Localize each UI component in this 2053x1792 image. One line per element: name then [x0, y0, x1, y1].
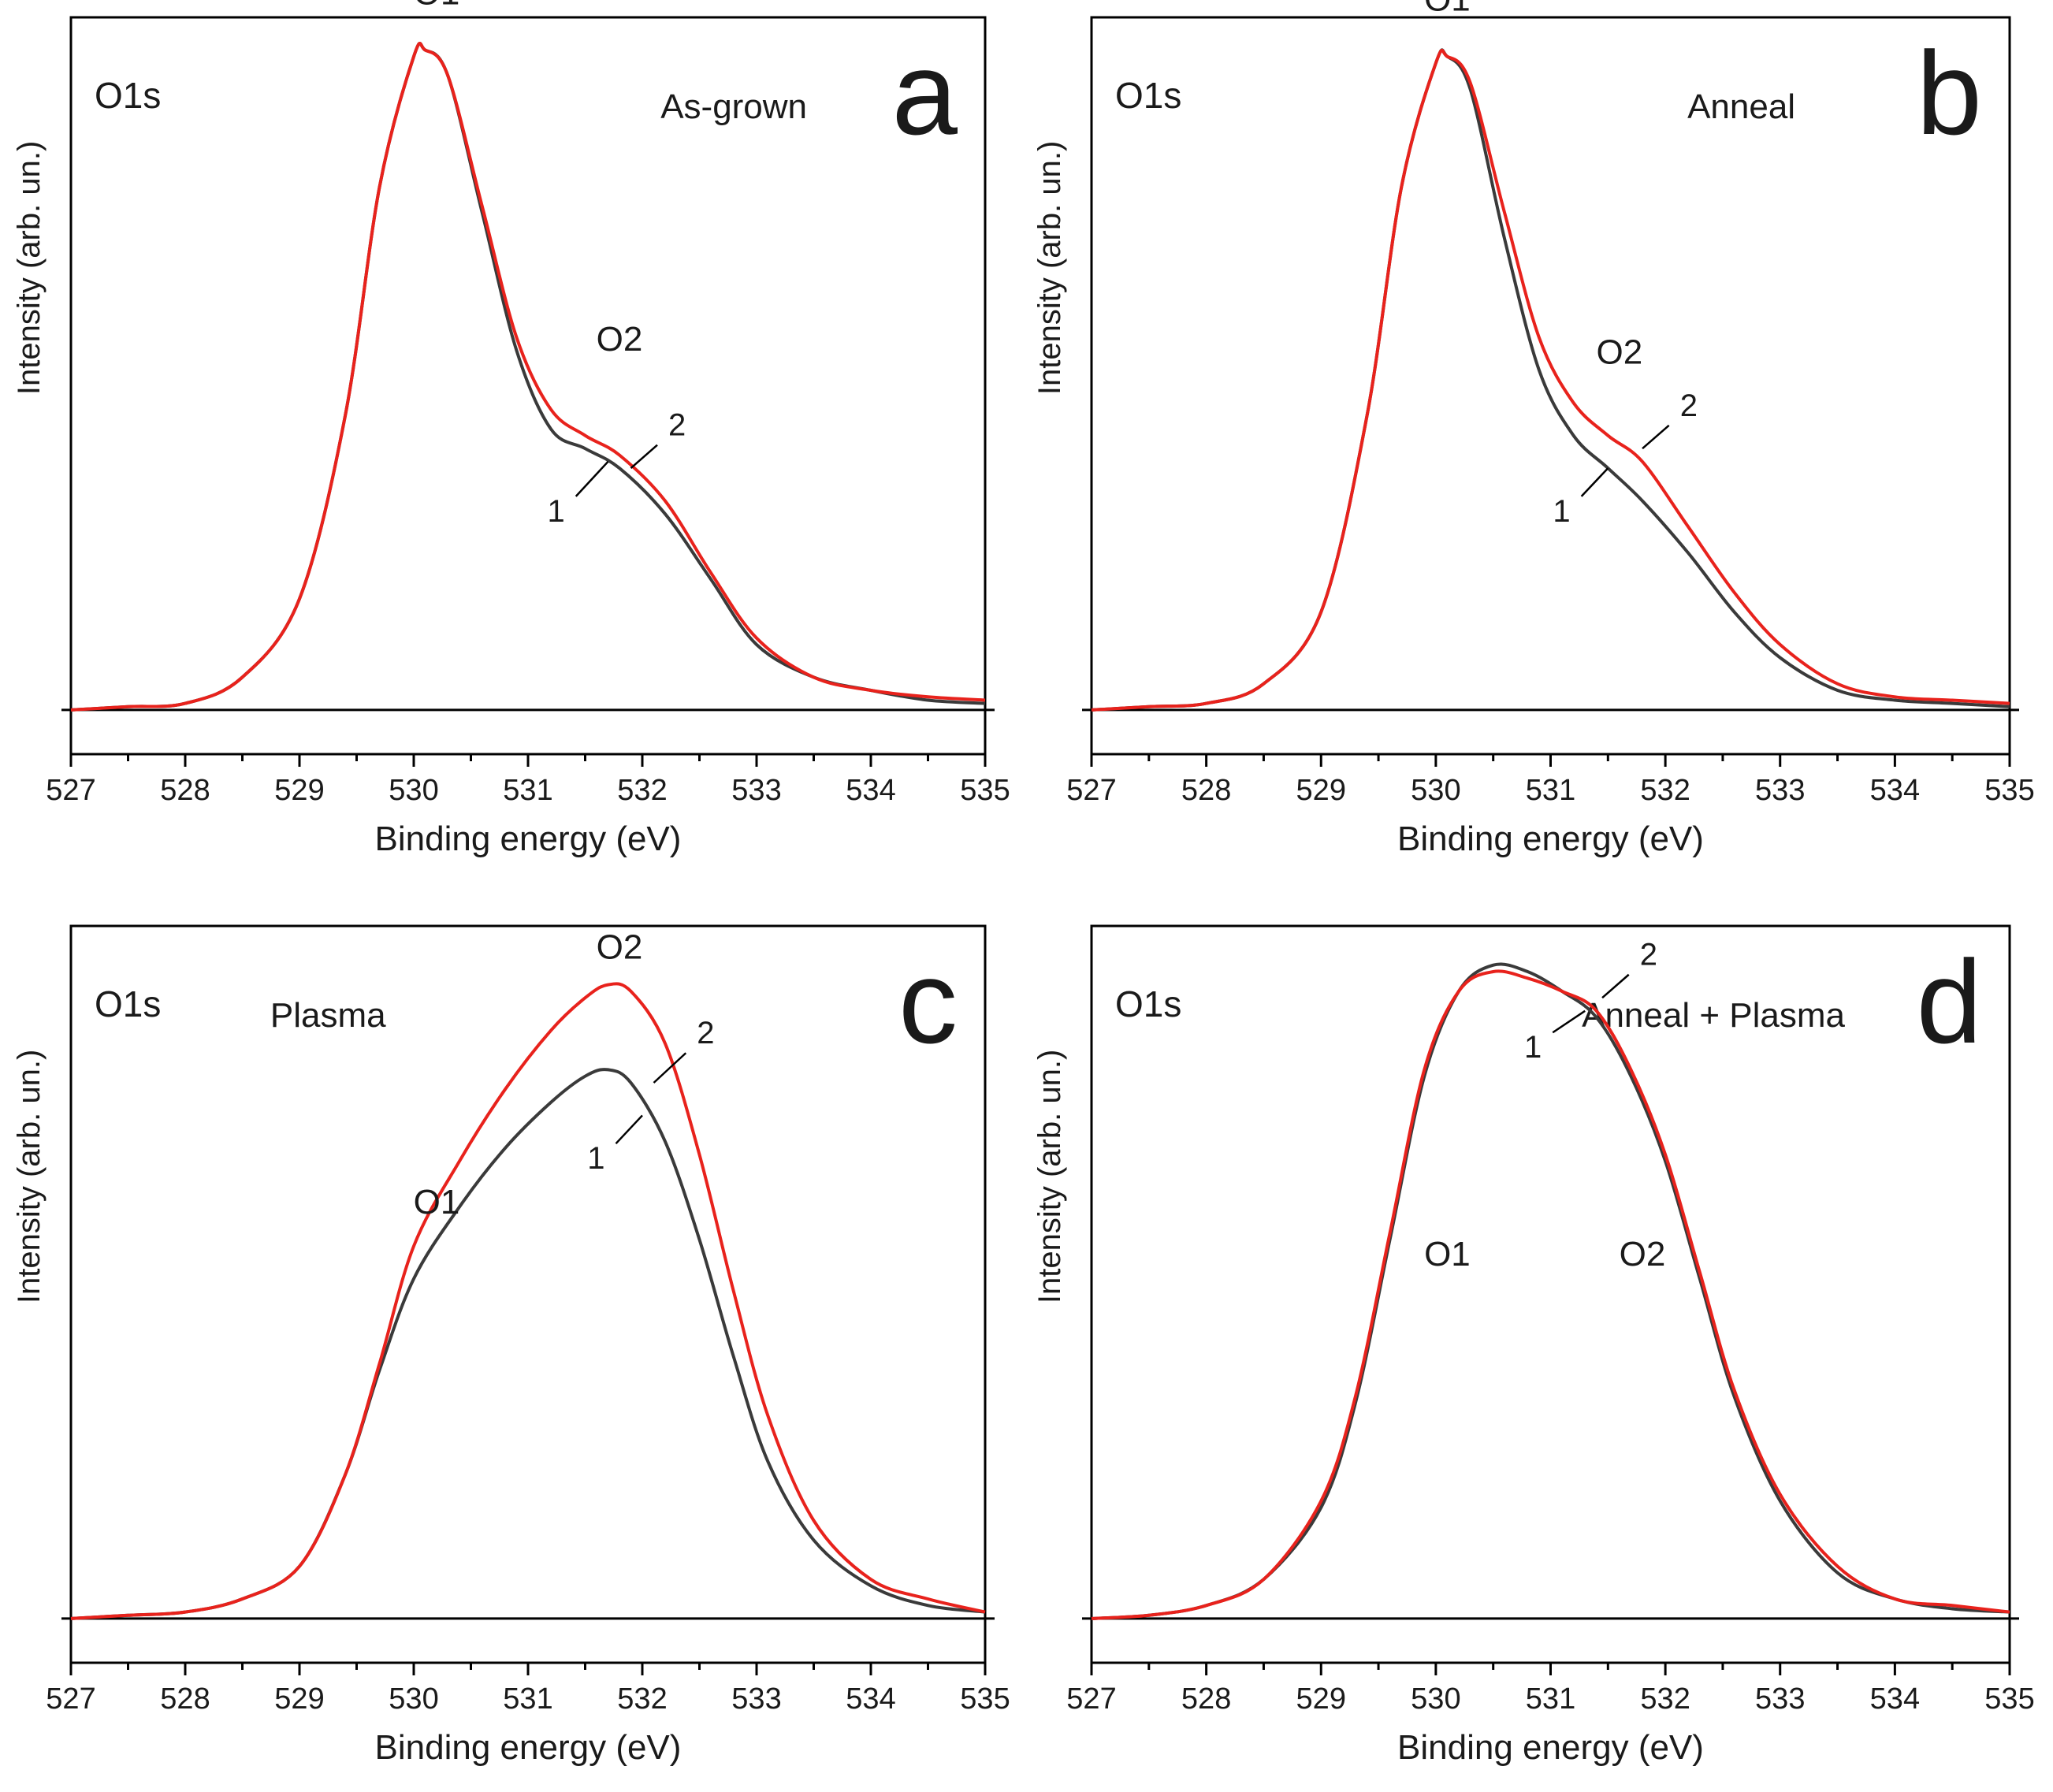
curve-1-label: 1 — [587, 1141, 604, 1176]
x-tick-label: 533 — [1755, 774, 1805, 807]
peak-label-o1: O1 — [1424, 0, 1471, 19]
x-tick-label: 534 — [846, 1682, 895, 1716]
curve-2-leader — [630, 444, 658, 470]
x-tick-label: 529 — [274, 774, 324, 807]
x-axis-label: Binding energy (eV) — [375, 820, 682, 858]
series-1-line — [1091, 962, 2010, 1620]
x-axis-label: Binding energy (eV) — [1397, 820, 1704, 858]
series-1-line — [70, 1068, 986, 1620]
peak-label-o1: O1 — [1424, 1235, 1471, 1273]
x-tick-label: 531 — [1526, 1682, 1575, 1716]
panel-d: 527 528 529 530 531 532 533 534 535 Binding energ… — [1032, 924, 2035, 1767]
series-2-line — [70, 42, 986, 712]
x-tick-label: 528 — [1181, 774, 1231, 807]
x-tick-label: 530 — [1411, 1682, 1460, 1716]
panel-letter: b — [1917, 27, 1982, 159]
y-axis-label: Intensity (arb. un.) — [12, 1050, 46, 1303]
core-level-label: O1s — [95, 75, 161, 116]
x-tick-label: 533 — [731, 1682, 781, 1716]
curve-1-leader — [1580, 467, 1609, 497]
plot-frame — [69, 924, 987, 1664]
core-level-label: O1s — [1115, 983, 1181, 1024]
series-1-line — [1091, 48, 2010, 712]
x-tick-label: 527 — [1066, 1682, 1116, 1716]
curve-1-label: 1 — [548, 494, 565, 529]
condition-label: Anneal + Plasma — [1582, 996, 1845, 1035]
series-2-line — [1091, 969, 2010, 1620]
x-tick-label: 527 — [1066, 774, 1116, 807]
peak-label-o1: O1 — [414, 1183, 460, 1221]
peak-label-o1: O1 — [414, 0, 460, 12]
x-tick-label: 531 — [503, 1682, 552, 1716]
series-2-line — [70, 982, 986, 1620]
curve-1-leader — [1552, 1009, 1586, 1034]
curve-2-label: 2 — [668, 408, 686, 443]
panel-letter: d — [1917, 935, 1982, 1068]
plot-frame — [1090, 924, 2011, 1664]
x-tick-label: 530 — [389, 774, 438, 807]
x-tick-label: 532 — [617, 1682, 667, 1716]
curve-2-leader — [1642, 424, 1670, 450]
x-tick-label: 529 — [1296, 774, 1346, 807]
x-tick-label: 535 — [960, 1682, 1010, 1716]
curve-1-leader — [575, 460, 609, 497]
x-tick-label: 534 — [846, 774, 895, 807]
core-level-label: O1s — [1115, 75, 1181, 116]
x-tick-label: 532 — [1640, 774, 1690, 807]
x-tick-label: 534 — [1870, 774, 1920, 807]
peak-label-o2: O2 — [597, 928, 643, 966]
peak-label-o2: O2 — [1620, 1235, 1666, 1273]
plot-frame — [1090, 16, 2011, 756]
y-axis-label: Intensity (arb. un.) — [1032, 141, 1067, 395]
curve-1-leader — [615, 1114, 643, 1145]
condition-label: Anneal — [1687, 87, 1795, 126]
peak-label-o2: O2 — [1597, 333, 1643, 371]
x-tick-label: 535 — [960, 774, 1010, 807]
x-tick-label: 528 — [160, 1682, 210, 1716]
curve-2-label: 2 — [697, 1016, 714, 1050]
curve-2-label: 2 — [1680, 389, 1698, 423]
panel-c: 527 528 529 530 531 532 533 534 535 Binding energ… — [12, 924, 1010, 1767]
panel-a: 527 528 529 530 531 532 533 534 535 Binding energ… — [12, 0, 1010, 858]
y-axis-label: Intensity (arb. un.) — [1032, 1050, 1067, 1303]
x-tick-label: 533 — [731, 774, 781, 807]
x-tick-label: 532 — [617, 774, 667, 807]
series-1-line — [70, 42, 986, 712]
x-tick-label: 533 — [1755, 1682, 1805, 1716]
curve-1-label: 1 — [1524, 1030, 1542, 1065]
x-tick-label: 529 — [1296, 1682, 1346, 1716]
x-tick-label: 535 — [1984, 774, 2034, 807]
panel-letter: a — [892, 27, 958, 159]
panel-b: 527 528 529 530 531 532 533 534 535 Binding energ… — [1032, 0, 2035, 858]
x-tick-label: 532 — [1640, 1682, 1690, 1716]
x-tick-label: 534 — [1870, 1682, 1920, 1716]
peak-label-o2: O2 — [597, 320, 643, 359]
series-2-line — [1091, 48, 2010, 712]
curve-2-leader — [653, 1052, 687, 1084]
x-tick-label: 530 — [389, 1682, 438, 1716]
x-tick-label: 531 — [503, 774, 552, 807]
y-axis-label: Intensity (arb. un.) — [12, 141, 46, 395]
panel-letter: c — [898, 935, 958, 1068]
curve-2-label: 2 — [1640, 938, 1657, 972]
x-tick-label: 527 — [46, 774, 95, 807]
curve-1-label: 1 — [1553, 494, 1570, 529]
x-tick-label: 530 — [1411, 774, 1460, 807]
x-tick-label: 531 — [1526, 774, 1575, 807]
x-tick-label: 528 — [160, 774, 210, 807]
x-tick-label: 527 — [46, 1682, 95, 1716]
curve-2-leader — [1601, 973, 1630, 999]
condition-label: As-grown — [660, 87, 807, 126]
x-tick-label: 529 — [274, 1682, 324, 1716]
condition-label: Plasma — [270, 996, 386, 1035]
x-axis-label: Binding energy (eV) — [375, 1728, 682, 1767]
core-level-label: O1s — [95, 983, 161, 1024]
x-axis-label: Binding energy (eV) — [1397, 1728, 1704, 1767]
x-tick-label: 535 — [1984, 1682, 2034, 1716]
x-tick-label: 528 — [1181, 1682, 1231, 1716]
